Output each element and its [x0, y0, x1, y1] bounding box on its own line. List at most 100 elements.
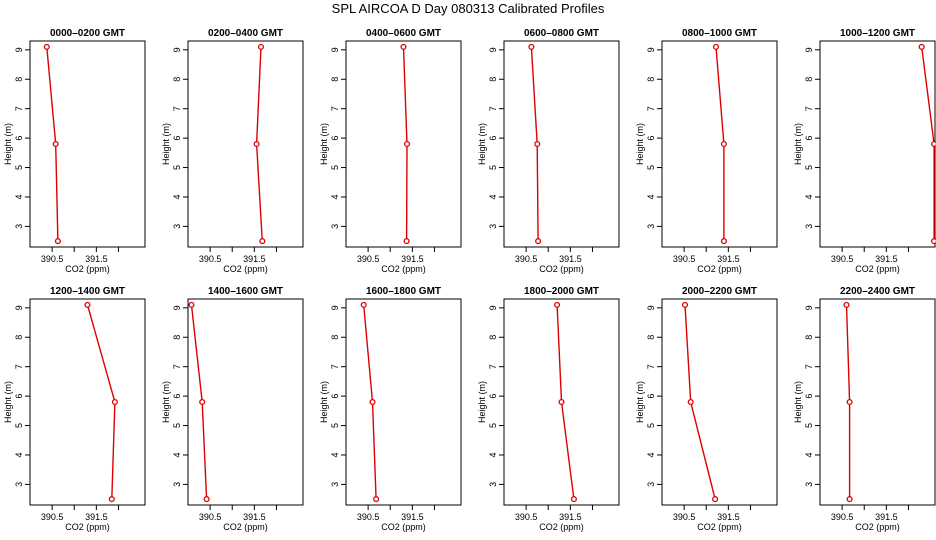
- x-tick-label: 390.5: [831, 512, 854, 522]
- panel-title: 2200–2400 GMT: [840, 286, 915, 297]
- chart-panel: 0800–1000 GMT 3 4 5 6 7 8 9 Height (m) 390.5 391.5…: [635, 28, 778, 274]
- data-point: [199, 398, 206, 406]
- data-point: [360, 301, 367, 308]
- y-tick-label: 6: [330, 136, 340, 141]
- y-tick-label: 4: [330, 194, 340, 199]
- x-axis-label: CO2 (ppm): [539, 522, 584, 532]
- y-tick-label: 4: [172, 452, 182, 457]
- data-point: [111, 398, 118, 406]
- y-tick-label: 8: [330, 335, 340, 340]
- y-tick-label: 6: [646, 136, 656, 141]
- x-tick-label: 391.5: [559, 254, 582, 264]
- y-axis-label: Height (m): [793, 123, 803, 165]
- panel-title: 1600–1800 GMT: [366, 286, 441, 297]
- y-tick-label: 8: [804, 335, 814, 340]
- data-point: [403, 238, 410, 245]
- data-point: [253, 140, 260, 148]
- y-tick-label: 5: [646, 423, 656, 428]
- y-tick-label: 6: [804, 136, 814, 141]
- y-tick-label: 6: [804, 394, 814, 399]
- panel-title: 0800–1000 GMT: [682, 28, 757, 39]
- y-tick-label: 6: [330, 394, 340, 399]
- y-tick-label: 5: [330, 165, 340, 170]
- chart-panel: 1000–1200 GMT 3 4 5 6 7 8 9 Height (m) 390.5 391.5…: [793, 28, 936, 274]
- data-point: [846, 496, 853, 503]
- y-tick-label: 5: [488, 423, 498, 428]
- y-tick-label: 5: [14, 423, 24, 428]
- plot-frame: [503, 40, 620, 248]
- y-tick-label: 5: [172, 165, 182, 170]
- y-tick-label: 9: [172, 47, 182, 52]
- x-axis-label: CO2 (ppm): [381, 264, 426, 274]
- data-point: [203, 496, 210, 503]
- y-tick-label: 9: [488, 47, 498, 52]
- y-tick-label: 7: [488, 106, 498, 111]
- y-tick-label: 5: [804, 423, 814, 428]
- y-tick-label: 6: [488, 136, 498, 141]
- data-point: [918, 43, 925, 50]
- y-axis-label: Height (m): [635, 123, 645, 165]
- y-tick-label: 5: [172, 423, 182, 428]
- x-tick-label: 390.5: [41, 254, 64, 264]
- panel-title: 2000–2200 GMT: [682, 286, 757, 297]
- x-tick-label: 390.5: [515, 254, 538, 264]
- data-point: [570, 496, 577, 503]
- y-tick-label: 6: [14, 394, 24, 399]
- plot-frame: [661, 298, 778, 506]
- data-point: [534, 140, 541, 148]
- data-point: [43, 43, 50, 50]
- y-tick-label: 9: [804, 47, 814, 52]
- y-tick-label: 9: [330, 47, 340, 52]
- chart-panel: 2200–2400 GMT 3 4 5 6 7 8 9 Height (m) 390.5 391.5…: [793, 286, 936, 532]
- y-tick-label: 3: [330, 224, 340, 229]
- y-tick-label: 3: [646, 482, 656, 487]
- plot-frame: [661, 40, 778, 248]
- x-tick-label: 391.5: [401, 254, 424, 264]
- chart-panel: 0200–0400 GMT 3 4 5 6 7 8 9 Height (m) 390.5 391.5…: [161, 28, 304, 274]
- data-point: [84, 301, 91, 308]
- y-tick-label: 7: [488, 364, 498, 369]
- y-tick-label: 6: [488, 394, 498, 399]
- y-tick-label: 7: [14, 106, 24, 111]
- data-point: [259, 238, 266, 245]
- x-tick-label: 390.5: [199, 254, 222, 264]
- x-axis-label: CO2 (ppm): [223, 264, 268, 274]
- y-tick-label: 7: [646, 364, 656, 369]
- data-point: [931, 140, 936, 148]
- y-tick-label: 4: [172, 194, 182, 199]
- y-tick-label: 4: [646, 194, 656, 199]
- plot-frame: [187, 298, 304, 506]
- data-point: [369, 398, 376, 406]
- y-tick-label: 4: [804, 194, 814, 199]
- chart-panel: 1200–1400 GMT 3 4 5 6 7 8 9 Height (m) 390.5 391.5…: [3, 286, 146, 532]
- page-title: SPL AIRCOA D Day 080313 Calibrated Profi…: [331, 1, 605, 16]
- y-axis-label: Height (m): [319, 381, 329, 423]
- y-tick-label: 3: [14, 224, 24, 229]
- y-tick-label: 8: [14, 335, 24, 340]
- data-point: [257, 43, 265, 50]
- data-point: [846, 398, 853, 406]
- x-axis-label: CO2 (ppm): [855, 522, 900, 532]
- y-tick-label: 5: [804, 165, 814, 170]
- profile-line: [86, 304, 116, 500]
- y-tick-label: 6: [14, 136, 24, 141]
- y-tick-label: 7: [172, 106, 182, 111]
- data-point: [554, 301, 561, 308]
- y-axis-label: Height (m): [319, 123, 329, 165]
- y-tick-label: 9: [646, 47, 656, 52]
- y-tick-label: 9: [330, 305, 340, 310]
- data-point: [931, 238, 936, 245]
- x-axis-label: CO2 (ppm): [65, 264, 110, 274]
- y-tick-label: 7: [14, 364, 24, 369]
- y-tick-label: 9: [14, 47, 24, 52]
- x-tick-label: 391.5: [717, 254, 740, 264]
- data-point: [403, 140, 411, 148]
- y-tick-label: 9: [14, 305, 24, 310]
- y-tick-label: 8: [646, 335, 656, 340]
- y-tick-label: 9: [804, 305, 814, 310]
- chart-panel: 1600–1800 GMT 3 4 5 6 7 8 9 Height (m) 390.5 391.5…: [319, 286, 462, 532]
- y-tick-label: 5: [330, 423, 340, 428]
- data-point: [681, 301, 689, 308]
- panel-title: 1000–1200 GMT: [840, 28, 915, 39]
